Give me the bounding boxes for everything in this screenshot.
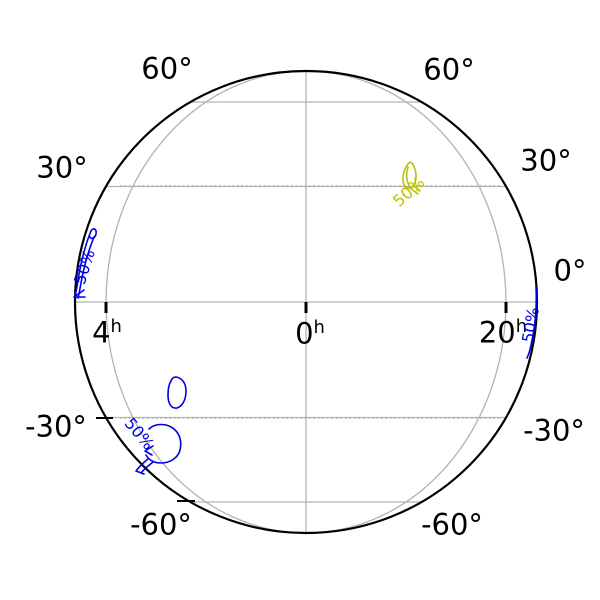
contour-label-blue-blob: 50% xyxy=(120,413,159,454)
dec-label-30-right: 30° xyxy=(520,143,572,178)
dec-label-m60-left: -60° xyxy=(130,507,192,542)
ra-label-20h: 20h xyxy=(478,315,528,350)
ra-label-20h-text: 20 xyxy=(478,315,516,350)
yellow-contour-path xyxy=(409,185,421,195)
blue-contour-path xyxy=(167,376,187,409)
dec-label-m30-left-text: -30° xyxy=(25,409,87,444)
ra-label-4h-text: 4 xyxy=(92,315,111,350)
contour-label-blue-east-text: 50% xyxy=(518,305,543,345)
dec-label-0-right-text: 0° xyxy=(553,253,587,288)
yellow-contour-path xyxy=(405,166,410,186)
ra-label-4h-superscript: h xyxy=(110,315,122,337)
blue-contour-path xyxy=(135,458,154,475)
ra-label-4h: 4h xyxy=(92,315,122,350)
blue-contour-path xyxy=(526,286,538,359)
dec-label-m30-right-text: -30° xyxy=(523,413,585,448)
dec-label-60-right: 60° xyxy=(423,52,475,87)
dec-label-30-left-text: 30° xyxy=(36,150,88,185)
dec-label-60-left-text: 60° xyxy=(141,51,193,86)
ra-label-20h-superscript: h xyxy=(515,315,528,337)
ra-label-0h-text: 0 xyxy=(295,316,314,351)
blue-contour-path xyxy=(145,423,182,464)
dec-label-m30-right: -30° xyxy=(523,413,585,448)
contour-label-blue-west: 50% xyxy=(69,246,100,287)
dec-label-m30-left: -30° xyxy=(25,409,87,444)
blue-contour-path xyxy=(144,445,154,456)
contour-label-yellow-text: 50% xyxy=(389,172,429,211)
dec-label-60-right-text: 60° xyxy=(423,52,475,87)
dec-label-60-left: 60° xyxy=(141,51,193,86)
ra-label-0h: 0h xyxy=(295,316,325,351)
contour-label-blue-east: 50% xyxy=(518,305,543,345)
contour-label-yellow: 50% xyxy=(389,172,429,211)
dec-label-m60-left-text: -60° xyxy=(130,507,192,542)
blue-contour-path xyxy=(89,228,97,240)
blue-contour-path xyxy=(73,289,86,298)
dec-label-m60-right: -60° xyxy=(421,507,483,542)
ra-label-0h-superscript: h xyxy=(313,316,325,338)
blue-contour-path xyxy=(74,230,92,298)
dec-label-m60-right-text: -60° xyxy=(421,507,483,542)
yellow-contour-path xyxy=(402,161,417,189)
dec-label-30-right-text: 30° xyxy=(520,143,572,178)
dec-label-0-right: 0° xyxy=(553,253,587,288)
contour-label-blue-blob-text: 50% xyxy=(120,413,159,454)
dec-label-30-left: 30° xyxy=(36,150,88,185)
contour-label-blue-west-text: 50% xyxy=(69,246,100,287)
